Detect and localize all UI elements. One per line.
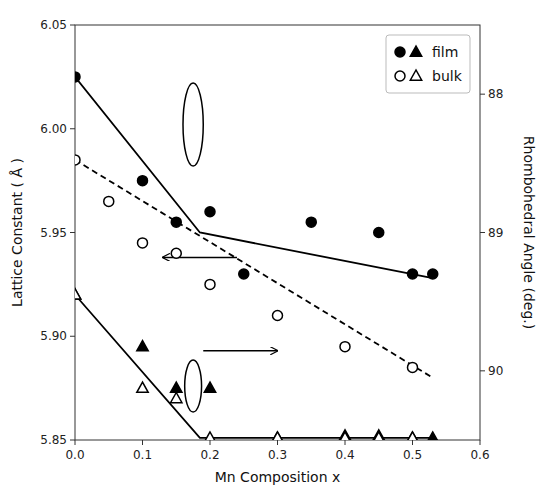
y-tick-label: 6.05 bbox=[40, 18, 67, 32]
x-tick-label: 0.4 bbox=[335, 448, 354, 462]
x-tick-label: 0.0 bbox=[65, 448, 84, 462]
x-tick-label: 0.6 bbox=[470, 448, 489, 462]
point bbox=[408, 362, 418, 372]
y-tick bbox=[70, 336, 75, 337]
legend-marker bbox=[410, 70, 421, 80]
point bbox=[273, 311, 283, 321]
arrow bbox=[203, 350, 277, 352]
y2-tick bbox=[480, 94, 485, 95]
point bbox=[407, 432, 418, 440]
point bbox=[204, 432, 215, 440]
point bbox=[272, 432, 283, 440]
plot-area bbox=[75, 72, 438, 440]
legend-label: film bbox=[432, 44, 458, 60]
x-tick-label: 0.2 bbox=[200, 448, 219, 462]
x-tick bbox=[277, 440, 278, 445]
series-line bbox=[75, 160, 433, 378]
point bbox=[171, 217, 181, 227]
series-points bbox=[75, 289, 418, 440]
y2-tick-label: 90 bbox=[488, 364, 503, 378]
y-tick bbox=[70, 25, 75, 26]
y2-tick-label: 88 bbox=[488, 87, 503, 101]
y2-tick bbox=[480, 370, 485, 371]
point bbox=[171, 248, 181, 258]
point bbox=[171, 382, 182, 392]
point bbox=[407, 432, 418, 440]
point bbox=[75, 289, 81, 299]
x-tick bbox=[142, 440, 143, 445]
y-tick bbox=[70, 128, 75, 129]
series-points bbox=[75, 72, 438, 279]
ellipse bbox=[183, 83, 203, 166]
point bbox=[137, 382, 148, 392]
y-tick-label: 5.95 bbox=[40, 226, 67, 240]
y2-tick-label: 89 bbox=[488, 226, 503, 240]
ellipse bbox=[185, 360, 202, 412]
x-tick bbox=[210, 440, 211, 445]
point bbox=[373, 432, 384, 440]
point bbox=[428, 269, 438, 279]
legend-label: bulk bbox=[432, 68, 463, 84]
y-tick-label: 5.90 bbox=[40, 329, 67, 343]
chart: 0.0 0.1 0.2 0.3 0.4 0.5 0.6 5.85 5.90 5.95 6.00 6.0… bbox=[0, 0, 550, 500]
point bbox=[272, 432, 283, 440]
series-line bbox=[75, 295, 433, 438]
x-tick-label: 0.5 bbox=[403, 448, 422, 462]
point bbox=[339, 432, 350, 440]
y-tick bbox=[70, 232, 75, 233]
y-tick-label: 6.00 bbox=[40, 122, 67, 136]
point bbox=[340, 342, 350, 352]
x-tick bbox=[412, 440, 413, 445]
point bbox=[75, 289, 81, 299]
point bbox=[138, 176, 148, 186]
point bbox=[205, 279, 215, 289]
series-line bbox=[75, 77, 433, 278]
point bbox=[408, 269, 418, 279]
point bbox=[138, 238, 148, 248]
point bbox=[75, 72, 80, 82]
point bbox=[171, 393, 182, 403]
legend-marker bbox=[410, 46, 421, 56]
legend: film bulk bbox=[386, 35, 470, 93]
x-axis-label: Mn Composition x bbox=[215, 469, 341, 485]
point bbox=[75, 155, 80, 165]
point bbox=[239, 269, 249, 279]
point bbox=[104, 196, 114, 206]
point bbox=[137, 341, 148, 351]
x-tick bbox=[75, 440, 76, 445]
x-tick bbox=[480, 440, 481, 445]
point bbox=[374, 228, 384, 238]
series-points bbox=[75, 155, 418, 373]
legend-marker bbox=[395, 71, 405, 81]
point bbox=[205, 207, 215, 217]
point bbox=[306, 217, 316, 227]
point bbox=[204, 382, 215, 392]
legend-box bbox=[386, 35, 470, 93]
axes: 0.0 0.1 0.2 0.3 0.4 0.5 0.6 5.85 5.90 5.95 6.00 6.0… bbox=[40, 18, 503, 462]
x-tick-label: 0.3 bbox=[268, 448, 287, 462]
y-tick bbox=[70, 440, 75, 441]
y2-axis-label: Rhombohedral Angle (deg.) bbox=[521, 136, 537, 329]
y-tick-label: 5.85 bbox=[40, 433, 67, 447]
y2-tick bbox=[480, 232, 485, 233]
legend-marker bbox=[395, 47, 405, 57]
x-tick-label: 0.1 bbox=[133, 448, 152, 462]
point bbox=[427, 432, 438, 440]
x-tick bbox=[345, 440, 346, 445]
plot-frame bbox=[75, 25, 480, 440]
y-axis-label: Lattice Constant ( Å ) bbox=[9, 158, 25, 307]
series-points bbox=[75, 289, 438, 440]
